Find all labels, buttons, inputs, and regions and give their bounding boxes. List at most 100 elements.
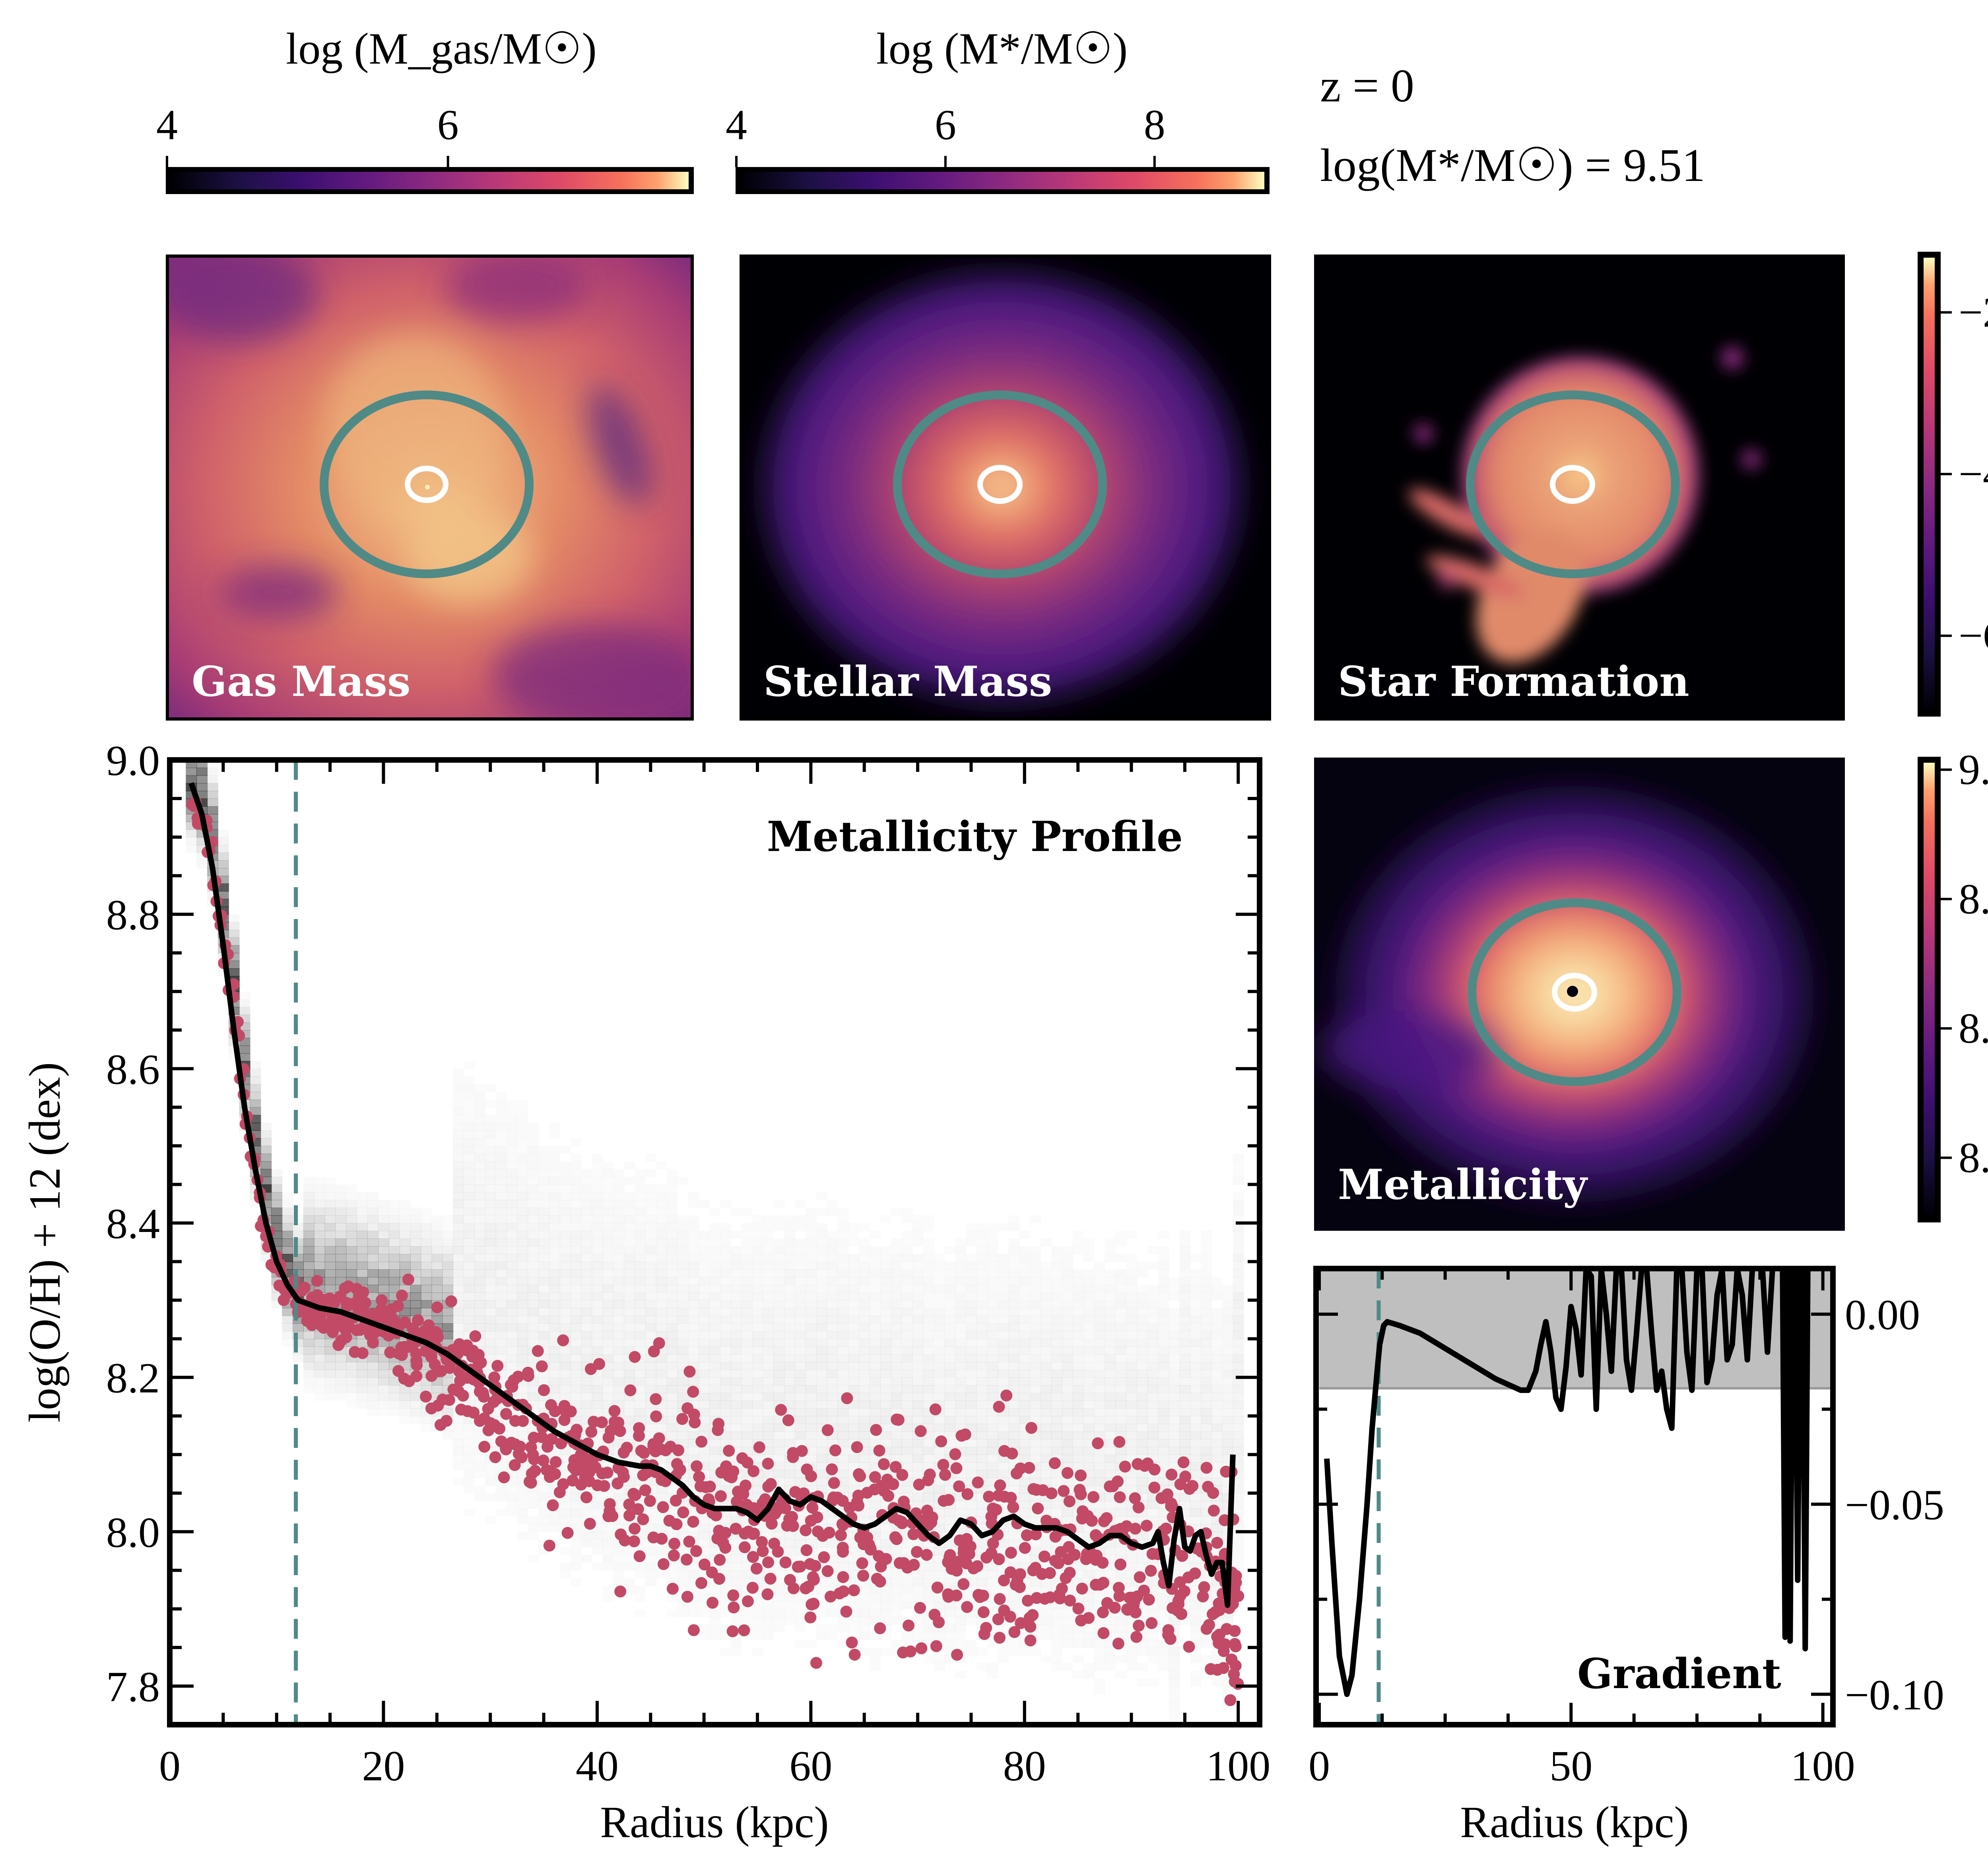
histogram-cell [1083,1385,1095,1393]
histogram-cell [549,1284,560,1293]
histogram-cell [517,1246,528,1255]
histogram-cell [837,1424,849,1432]
histogram-cell [1201,1269,1212,1277]
histogram-cell [324,1254,336,1262]
histogram-cell [528,1254,539,1262]
histogram-cell [464,1215,475,1223]
histogram-cell [388,1269,400,1278]
histogram-cell [645,1169,656,1177]
histogram-cell [346,1385,357,1393]
histogram-cell [581,1408,592,1416]
histogram-cell [1211,1416,1223,1424]
histogram-cell [1158,1648,1169,1655]
histogram-cell [944,1323,955,1331]
histogram-cell [645,1208,656,1216]
histogram-cell [602,1315,614,1324]
histogram-cell [410,1246,421,1255]
gas-panel-label: Gas Mass [192,657,411,706]
histogram-cell [624,1315,635,1324]
histogram-cell [838,1277,849,1285]
histogram-cell [378,1277,389,1285]
histogram-cell [1169,1378,1180,1385]
spaxel-point [466,1350,478,1363]
histogram-cell [314,1215,325,1224]
histogram-cell [1211,1315,1223,1323]
histogram-cell [186,767,197,776]
histogram-cell [1019,1254,1030,1262]
histogram-cell [934,1447,945,1455]
histogram-cell [1105,1424,1116,1432]
histogram-cell [763,1215,774,1223]
histogram-cell [506,1485,517,1493]
histogram-cell [773,1354,785,1362]
histogram-cell [538,1308,549,1316]
histogram-cell [838,1215,849,1223]
histogram-cell [218,830,229,837]
histogram-cell [880,1346,891,1355]
histogram-cell [934,1262,945,1270]
histogram-cell [923,1377,934,1386]
histogram-cell [581,1269,592,1278]
histogram-cell [891,1262,902,1270]
histogram-cell [891,1238,902,1246]
histogram-cell [870,1648,881,1655]
histogram-cell [367,1346,379,1355]
histogram-cell [1115,1408,1126,1416]
histogram-cell [357,1200,368,1208]
histogram-cell [667,1231,678,1239]
histogram-cell [1105,1570,1116,1578]
histogram-cell [923,1277,934,1285]
histogram-cell [634,1408,646,1416]
histogram-cell [1030,1370,1041,1378]
histogram-cell [581,1292,592,1301]
histogram-cell [1083,1663,1095,1671]
histogram-cell [891,1617,902,1624]
histogram-cell [613,1393,625,1401]
histogram-cell [549,1208,560,1216]
histogram-cell [891,1547,902,1555]
histogram-cell [559,1292,571,1301]
histogram-cell [1147,1640,1159,1648]
histogram-cell [827,1238,838,1246]
histogram-cell [1105,1447,1116,1455]
histogram-cell [528,1284,539,1293]
histogram-cell [838,1385,849,1393]
histogram-cell [1051,1447,1062,1455]
histogram-cell [1190,1516,1201,1524]
histogram-cell [677,1315,689,1324]
histogram-cell [635,1323,646,1331]
histogram-cell [998,1323,1009,1332]
histogram-cell [891,1354,902,1362]
histogram-cell [806,1254,817,1262]
histogram-cell [1190,1431,1202,1440]
histogram-cell [1030,1447,1041,1455]
histogram-cell [699,1285,710,1293]
histogram-cell [506,1100,517,1107]
histogram-cell [795,1624,806,1632]
histogram-cell [902,1277,913,1285]
histogram-cell [795,1300,806,1308]
histogram-cell [912,1231,924,1239]
histogram-cell [538,1300,549,1308]
histogram-cell [378,1284,389,1293]
histogram-cell [1019,1416,1031,1424]
histogram-cell [463,1192,475,1201]
histogram-cell [485,1138,496,1146]
histogram-cell [666,1431,678,1440]
histogram-cell [592,1246,603,1254]
histogram-cell [474,1177,485,1185]
histogram-cell [581,1184,592,1192]
histogram-cell [367,1269,379,1278]
histogram-cell [987,1671,998,1679]
histogram-cell [848,1617,859,1624]
histogram-cell [870,1663,881,1671]
histogram-cell [1083,1570,1095,1579]
histogram-cell [592,1408,603,1416]
histogram-cell [635,1169,646,1177]
histogram-cell [378,1223,389,1231]
histogram-cell [346,1401,357,1409]
histogram-cell [699,1315,710,1323]
histogram-cell [335,1238,347,1247]
stellar-colorbar-label: log (M*/M☉) [876,24,1128,74]
histogram-cell [1051,1655,1062,1663]
